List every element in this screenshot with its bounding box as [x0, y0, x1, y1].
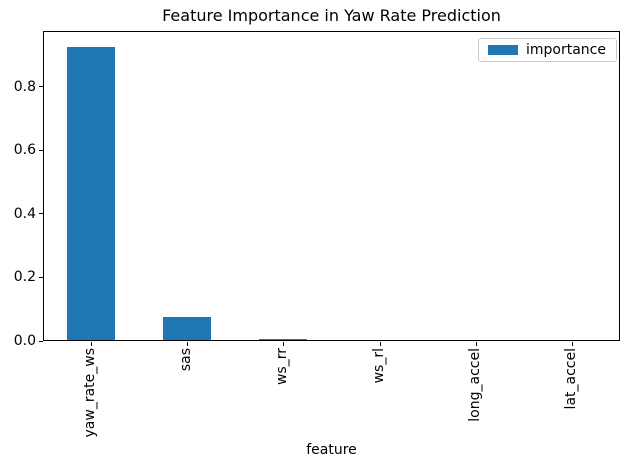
x-tick-label: sas: [178, 348, 195, 372]
y-tick-label: 0.8: [13, 78, 36, 95]
bar-yaw_rate_ws: [67, 46, 116, 341]
y-tick-mark: [39, 276, 43, 278]
y-tick-mark: [39, 213, 43, 215]
y-tick-label: 0.6: [13, 142, 36, 159]
x-tick-mark: [283, 342, 285, 346]
x-tick-label: ws_rl: [370, 348, 387, 384]
x-axis-label: feature: [306, 442, 357, 458]
x-tick-mark: [571, 342, 573, 346]
bar-ws_rr: [259, 339, 308, 341]
legend: importance: [478, 38, 617, 62]
chart-title: Feature Importance in Yaw Rate Predictio…: [162, 6, 501, 25]
plot-area: [43, 31, 620, 341]
y-tick-mark: [39, 149, 43, 151]
bar-sas: [163, 317, 212, 341]
x-tick-mark: [187, 342, 189, 346]
y-tick-mark: [39, 340, 43, 342]
y-tick-mark: [39, 86, 43, 88]
legend-swatch: [488, 45, 518, 55]
y-tick-label: 0.2: [13, 269, 36, 286]
bar-lat_accel: [547, 340, 596, 341]
x-tick-mark: [379, 342, 381, 346]
y-tick-label: 0.4: [13, 205, 36, 222]
x-tick-mark: [91, 342, 93, 346]
x-tick-label: long_accel: [466, 348, 483, 422]
x-tick-label: yaw_rate_ws: [82, 348, 99, 438]
legend-label: importance: [526, 42, 606, 58]
x-tick-mark: [475, 342, 477, 346]
bar-ws_rl: [355, 340, 404, 341]
bar-long_accel: [451, 340, 500, 341]
x-tick-label: ws_rr: [274, 348, 291, 386]
y-tick-label: 0.0: [13, 333, 36, 349]
x-tick-label: lat_accel: [562, 348, 579, 410]
